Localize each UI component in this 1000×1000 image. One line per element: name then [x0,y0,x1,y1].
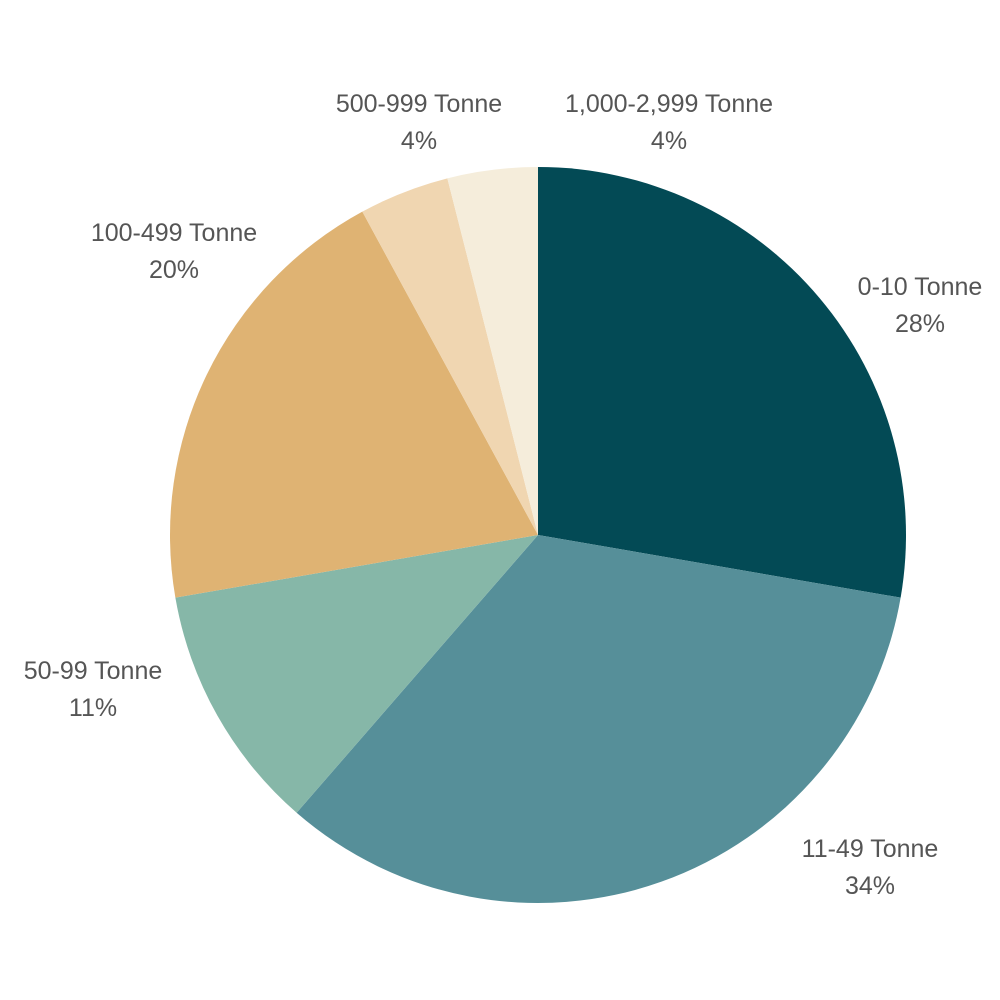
slice-category-label: 500-999 Tonne [336,90,502,118]
slice-category-label: 50-99 Tonne [24,657,163,685]
pie-slice-0 [538,166,907,598]
pie-slice-3 [169,211,539,598]
slice-label-1: 11-49 Tonne 34% [802,835,939,900]
slice-label-5: 1,000-2,999 Tonne 4% [565,90,773,155]
slice-percent-label: 20% [149,256,199,284]
slice-percent-label: 4% [651,127,687,155]
slice-category-label: 1,000-2,999 Tonne [565,90,773,118]
slice-category-label: 11-49 Tonne [802,835,939,863]
slice-category-label: 100-499 Tonne [91,219,257,247]
slice-percent-label: 11% [69,694,117,722]
pie-labels: 0-10 Tonne 28% 11-49 Tonne 34% 50-99 Tonne 11… [24,90,983,900]
pie-slices [169,166,907,903]
slice-label-3: 100-499 Tonne 20% [91,219,257,284]
pie-slice-4 [362,178,538,535]
pie-slice-2 [175,535,538,813]
slice-label-4: 500-999 Tonne 4% [336,90,502,155]
slice-percent-label: 28% [895,310,945,338]
slice-percent-label: 34% [845,872,895,900]
slice-label-2: 50-99 Tonne 11% [24,657,163,722]
slice-category-label: 0-10 Tonne [858,273,983,301]
pie-slice-5 [447,167,538,535]
slice-percent-label: 4% [401,127,437,155]
pie-slice-1 [296,535,901,903]
slice-label-0: 0-10 Tonne 28% [858,273,983,338]
